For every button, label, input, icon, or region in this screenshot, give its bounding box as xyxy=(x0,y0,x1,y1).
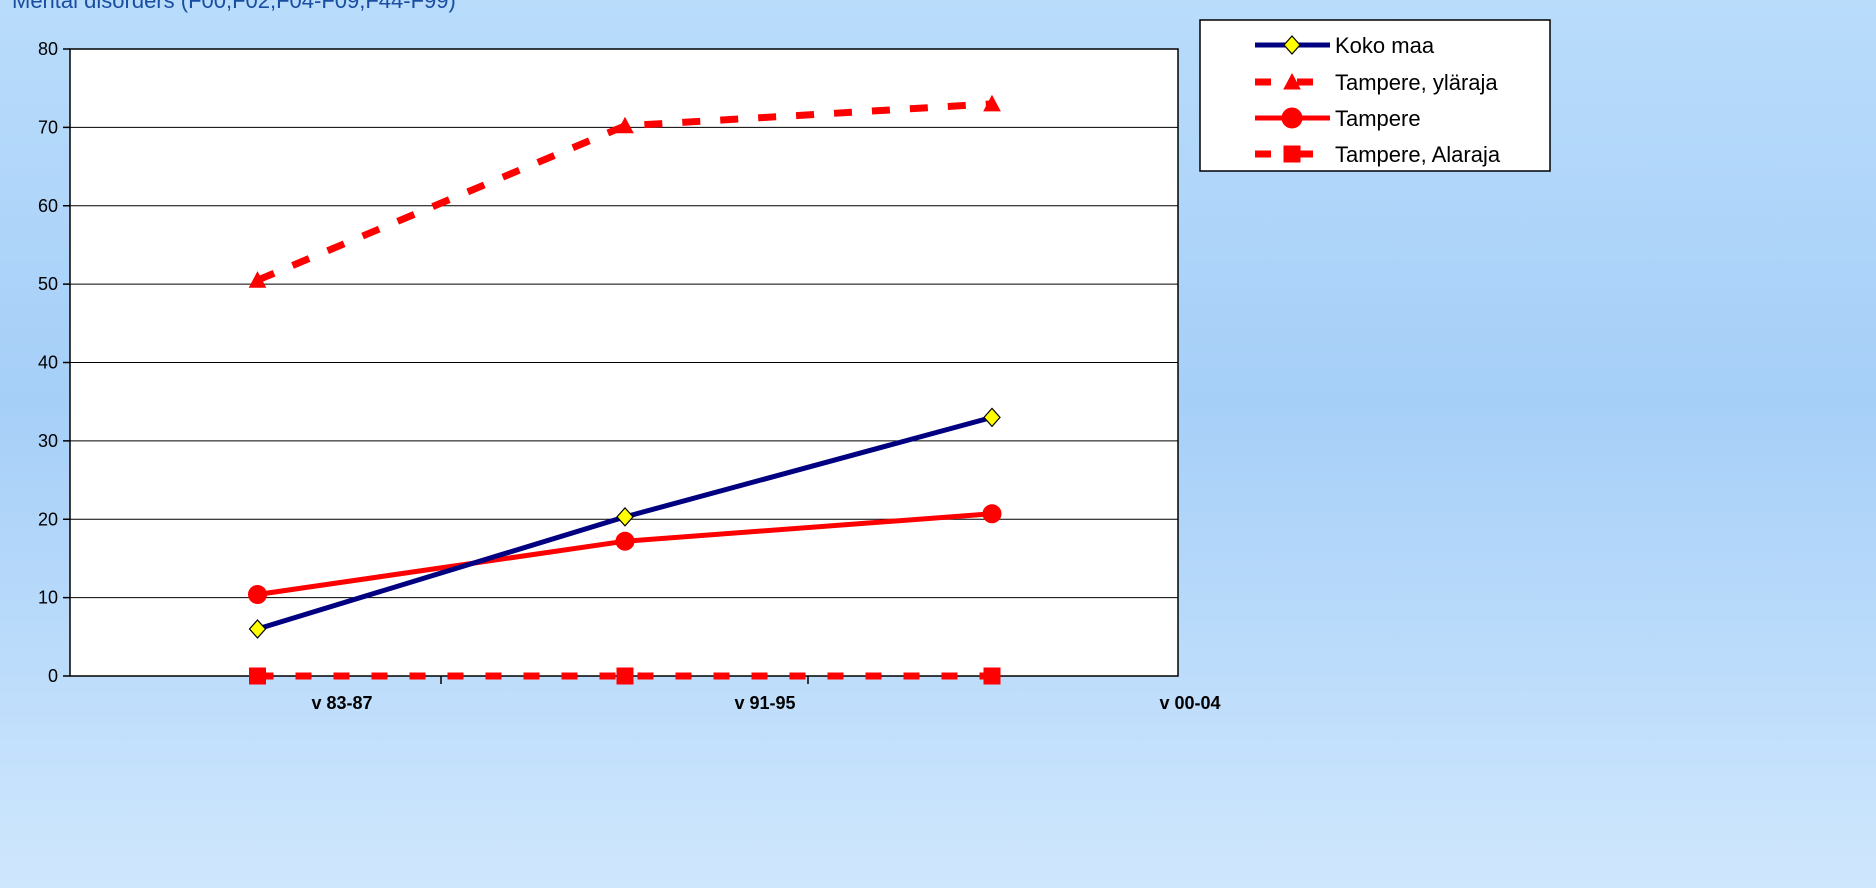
y-tick-label: 30 xyxy=(38,431,58,451)
legend-label: Tampere, Alaraja xyxy=(1335,142,1501,167)
point-circle xyxy=(248,584,267,604)
x-axis-ticks: v 83-87 v 91-95 v 00-04 xyxy=(311,676,1221,713)
point-triangle xyxy=(1283,72,1301,90)
series-tampere-yläraja xyxy=(248,94,1001,288)
y-tick-label: 0 xyxy=(48,666,58,686)
point-square xyxy=(983,667,1001,685)
x-tick-label: v 83-87 xyxy=(311,693,372,713)
series-tampere-alaraja xyxy=(249,667,1001,685)
chart-title: Mental disorders (F00,F02,F04-F09,F44-F9… xyxy=(12,0,456,13)
y-tick-label: 70 xyxy=(38,117,58,137)
point-square xyxy=(249,667,266,685)
legend-item: Tampere, yläraja xyxy=(1255,70,1498,95)
point-circle xyxy=(1281,107,1303,129)
point-triangle xyxy=(983,94,1001,112)
x-tick-label: v 91-95 xyxy=(734,693,795,713)
x-tick-label: v 00-04 xyxy=(1159,693,1220,713)
point-circle xyxy=(615,531,635,551)
legend: Koko maa Tampere, yläraja Tampere Tampere, … xyxy=(1199,19,1551,172)
point-square xyxy=(616,667,634,685)
y-tick-label: 40 xyxy=(38,353,58,373)
legend-item: Tampere xyxy=(1255,106,1421,131)
point-triangle xyxy=(616,116,634,134)
y-tick-label: 80 xyxy=(38,39,58,59)
legend-item: Tampere, Alaraja xyxy=(1255,142,1501,167)
y-tick-label: 10 xyxy=(38,588,58,608)
y-tick-label: 60 xyxy=(38,196,58,216)
point-circle xyxy=(982,504,1002,524)
y-axis-ticks: 0 10 20 30 40 50 60 70 80 xyxy=(38,39,70,686)
point-diamond xyxy=(983,407,1001,428)
legend-label: Tampere xyxy=(1335,106,1421,131)
point-diamond xyxy=(1283,35,1301,55)
point-diamond xyxy=(248,619,267,639)
series-koko-maa xyxy=(248,407,1001,639)
legend-item: Koko maa xyxy=(1255,33,1435,58)
series-group xyxy=(248,94,1002,685)
point-diamond xyxy=(616,506,634,527)
legend-label: Tampere, yläraja xyxy=(1335,70,1498,95)
legend-label: Koko maa xyxy=(1335,33,1435,58)
point-square xyxy=(1283,145,1301,163)
y-tick-label: 20 xyxy=(38,509,58,529)
point-triangle xyxy=(248,271,267,288)
series-tampere xyxy=(248,504,1002,604)
y-tick-label: 50 xyxy=(38,274,58,294)
